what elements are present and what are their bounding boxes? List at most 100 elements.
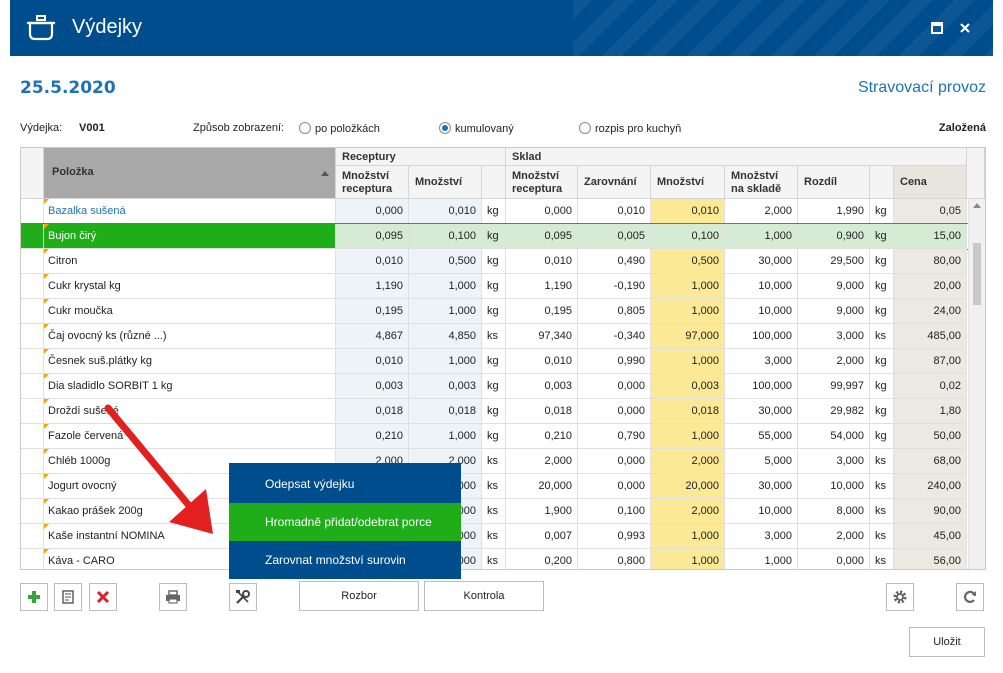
- cell-sm[interactable]: 0,100: [651, 224, 725, 249]
- cell-m[interactable]: 0,003: [409, 374, 482, 399]
- cell-sm[interactable]: 1,000: [651, 424, 725, 449]
- cell-ns[interactable]: 3,000: [725, 349, 798, 374]
- cell-sm[interactable]: 1,000: [651, 349, 725, 374]
- vertical-scrollbar[interactable]: [968, 199, 985, 569]
- row-indicator[interactable]: [21, 499, 44, 524]
- cell-polozka[interactable]: Dia sladidlo SORBIT 1 kg: [44, 374, 336, 399]
- cell-ns[interactable]: 1,000: [725, 549, 798, 569]
- cell-c[interactable]: 485,00: [894, 324, 967, 349]
- cell-sm[interactable]: 1,000: [651, 524, 725, 549]
- row-indicator[interactable]: [21, 449, 44, 474]
- table-row[interactable]: Bujon čirý 0,095 0,100 kg 0,095 0,005 0,100 1,0…: [21, 223, 970, 250]
- provoz-link[interactable]: Stravovací provoz: [857, 79, 986, 96]
- cell-r[interactable]: 0,000: [798, 549, 870, 569]
- cell-sm[interactable]: 2,000: [651, 449, 725, 474]
- cell-r[interactable]: 54,000: [798, 424, 870, 449]
- ulozit-button[interactable]: Uložit: [909, 627, 985, 657]
- cell-sm[interactable]: 1,000: [651, 274, 725, 299]
- cell-u2[interactable]: kg: [870, 374, 894, 399]
- cell-c[interactable]: 24,00: [894, 299, 967, 324]
- table-row[interactable]: Fazole červená 0,210 1,000 kg 0,210 0,790 1,00…: [21, 424, 969, 449]
- cell-r[interactable]: 29,500: [798, 249, 870, 274]
- cell-r[interactable]: 8,000: [798, 499, 870, 524]
- cell-u[interactable]: kg: [482, 399, 506, 424]
- cell-m[interactable]: 0,100: [409, 224, 482, 249]
- option-kumulovany[interactable]: kumulovaný: [439, 122, 514, 135]
- cell-u[interactable]: ks: [482, 449, 506, 474]
- cell-u2[interactable]: kg: [870, 299, 894, 324]
- row-indicator[interactable]: [21, 349, 44, 374]
- row-indicator[interactable]: [21, 274, 44, 299]
- table-row[interactable]: Dia sladidlo SORBIT 1 kg 0,003 0,003 kg 0,00…: [21, 374, 969, 399]
- cell-u2[interactable]: kg: [870, 274, 894, 299]
- cell-mr[interactable]: 0,018: [336, 399, 409, 424]
- print-button[interactable]: [159, 583, 187, 611]
- cell-c[interactable]: 0,05: [894, 199, 967, 224]
- cell-u[interactable]: ks: [482, 549, 506, 569]
- table-row[interactable]: Cukr moučka 0,195 1,000 kg 0,195 0,805 1,000 10…: [21, 299, 969, 324]
- cell-u[interactable]: kg: [482, 374, 506, 399]
- cell-r[interactable]: 9,000: [798, 274, 870, 299]
- cell-u2[interactable]: kg: [870, 424, 894, 449]
- cell-u2[interactable]: ks: [870, 549, 894, 569]
- table-row[interactable]: Česnek suš.plátky kg 0,010 1,000 kg 0,010 0,9…: [21, 349, 969, 374]
- cell-r[interactable]: 1,990: [798, 199, 870, 224]
- cell-c[interactable]: 0,02: [894, 374, 967, 399]
- cell-z[interactable]: 0,790: [578, 424, 651, 449]
- cell-z[interactable]: -0,190: [578, 274, 651, 299]
- cell-c[interactable]: 45,00: [894, 524, 967, 549]
- cell-sm[interactable]: 0,010: [651, 199, 725, 224]
- cell-ns[interactable]: 10,000: [725, 299, 798, 324]
- cell-u2[interactable]: kg: [870, 249, 894, 274]
- cell-polozka[interactable]: Bujon čirý: [44, 224, 336, 249]
- menu-odepsat-vydejku[interactable]: Odepsat výdejku: [265, 477, 355, 491]
- cell-u[interactable]: kg: [482, 224, 506, 249]
- cell-z[interactable]: 0,000: [578, 449, 651, 474]
- cell-z[interactable]: 0,010: [578, 199, 651, 224]
- cell-u[interactable]: kg: [482, 424, 506, 449]
- cell-ns[interactable]: 30,000: [725, 399, 798, 424]
- cell-r[interactable]: 3,000: [798, 324, 870, 349]
- row-indicator[interactable]: [21, 524, 44, 549]
- cell-sm[interactable]: 97,000: [651, 324, 725, 349]
- row-indicator[interactable]: [21, 549, 44, 569]
- cell-polozka[interactable]: Fazole červená: [44, 424, 336, 449]
- cell-mr[interactable]: 0,003: [336, 374, 409, 399]
- radio-selected-icon[interactable]: [439, 122, 451, 134]
- cell-m[interactable]: 0,500: [409, 249, 482, 274]
- cell-u[interactable]: kg: [482, 349, 506, 374]
- table-row[interactable]: Káva - CARO0,2001,000ks0,2000,8001,0001,…: [21, 549, 969, 569]
- option-po-polozkach[interactable]: po položkách: [299, 122, 380, 135]
- cell-r[interactable]: 10,000: [798, 474, 870, 499]
- cell-mr[interactable]: 0,210: [336, 424, 409, 449]
- cell-m[interactable]: 4,850: [409, 324, 482, 349]
- cell-sm[interactable]: 0,500: [651, 249, 725, 274]
- cell-u[interactable]: kg: [482, 199, 506, 224]
- radio-icon[interactable]: [299, 122, 311, 134]
- cell-ns[interactable]: 5,000: [725, 449, 798, 474]
- cell-r[interactable]: 9,000: [798, 299, 870, 324]
- cell-ns[interactable]: 2,000: [725, 199, 798, 224]
- cell-sm[interactable]: 2,000: [651, 499, 725, 524]
- table-row[interactable]: Chléb 1000g 2,000 2,000 ks 2,000 0,000 2,000 5,…: [21, 449, 969, 474]
- cell-ns[interactable]: 3,000: [725, 524, 798, 549]
- row-indicator[interactable]: [21, 199, 44, 224]
- menu-hromadne-pridat-porce[interactable]: Hromadně přidat/odebrat porce: [229, 503, 461, 541]
- cell-mr[interactable]: 0,195: [336, 299, 409, 324]
- cell-mr[interactable]: 1,190: [336, 274, 409, 299]
- option-rozpis-pro-kuchyn[interactable]: rozpis pro kuchyň: [579, 122, 681, 135]
- edit-button[interactable]: [54, 583, 82, 611]
- cell-ns[interactable]: 10,000: [725, 499, 798, 524]
- cell-u[interactable]: ks: [482, 474, 506, 499]
- cell-smr[interactable]: 0,200: [506, 549, 578, 569]
- cell-smr[interactable]: 0,003: [506, 374, 578, 399]
- table-row[interactable]: Čaj ovocný ks (různé ...) 4,867 4,850 ks 97,…: [21, 324, 969, 349]
- cell-u2[interactable]: ks: [870, 524, 894, 549]
- cell-polozka[interactable]: Cukr moučka: [44, 299, 336, 324]
- items-grid[interactable]: Položka Receptury Sklad Množství receptu…: [20, 147, 986, 570]
- col-na-sklade[interactable]: Množství na skladě: [725, 166, 798, 199]
- cell-m[interactable]: 1,000: [409, 424, 482, 449]
- cell-m[interactable]: 1,000: [409, 299, 482, 324]
- delete-button[interactable]: [89, 583, 117, 611]
- cell-smr[interactable]: 20,000: [506, 474, 578, 499]
